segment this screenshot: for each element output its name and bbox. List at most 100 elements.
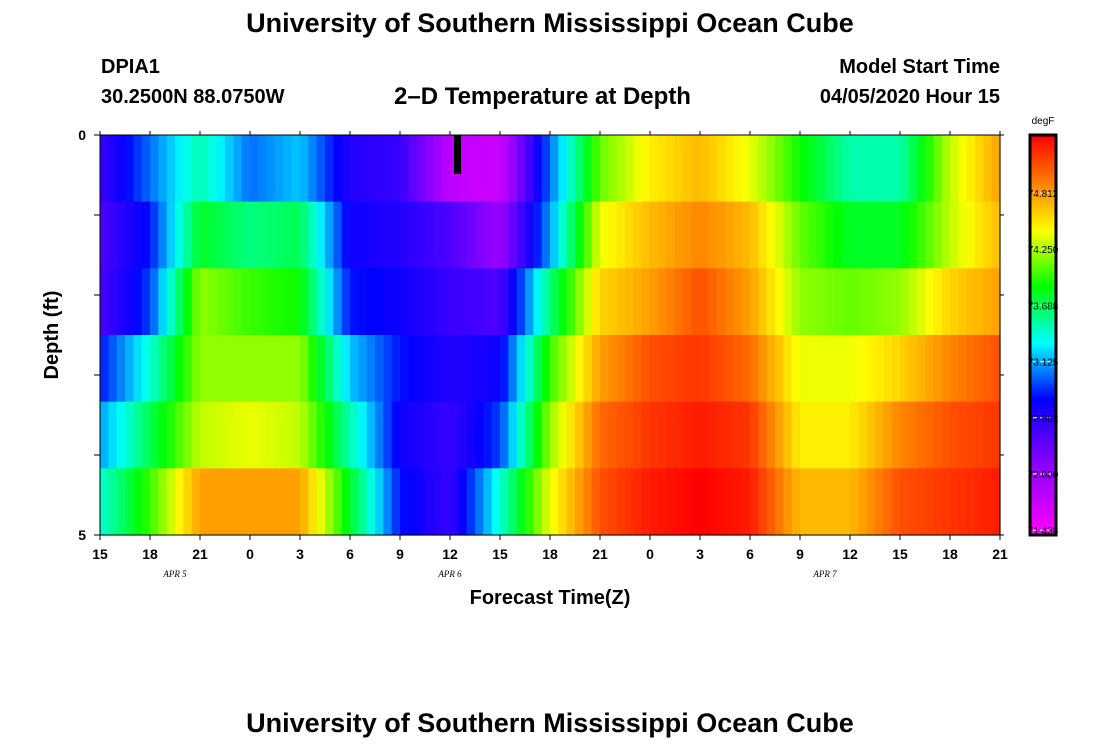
heatmap-cell	[483, 401, 493, 469]
heatmap-cell	[216, 401, 226, 469]
heatmap-cell	[508, 335, 518, 403]
heatmap-cell	[516, 335, 526, 403]
heatmap-cell	[875, 335, 884, 403]
heatmap-cell	[608, 201, 618, 269]
heatmap-cell	[116, 468, 126, 536]
heatmap-cell	[108, 201, 118, 269]
heatmap-cell	[933, 268, 943, 336]
heatmap-cell	[341, 135, 351, 203]
heatmap-cell	[275, 468, 284, 536]
heatmap-cell	[183, 468, 193, 536]
heatmap-cell	[716, 201, 726, 269]
heatmap-cell	[433, 335, 443, 403]
heatmap-cell	[383, 135, 393, 203]
colorbar-tick-label: 72.000	[1028, 470, 1059, 481]
heatmap-cell	[416, 135, 426, 203]
heatmap-cell	[158, 468, 168, 536]
heatmap-cell	[441, 468, 451, 536]
colorbar-tick-label: 73.688	[1028, 301, 1059, 312]
heatmap-cell	[233, 335, 243, 403]
heatmap-cell	[458, 201, 468, 269]
heatmap-cell	[783, 201, 793, 269]
heatmap-cell	[300, 268, 309, 336]
heatmap-cell	[816, 135, 826, 203]
colorbar-bar	[1028, 133, 1058, 537]
heatmap-cell	[966, 201, 976, 269]
heatmap-cell	[650, 268, 659, 336]
heatmap-cell	[575, 135, 584, 203]
heatmap-cell	[191, 135, 201, 203]
heatmap-cell	[566, 468, 576, 536]
chart-title: 2–D Temperature at Depth	[394, 83, 691, 110]
heatmap-cell	[866, 135, 876, 203]
heatmap-cell	[475, 201, 484, 269]
heatmap-cell	[483, 268, 493, 336]
heatmap-cell	[775, 268, 784, 336]
heatmap-cell	[566, 135, 576, 203]
heatmap-cell	[616, 201, 626, 269]
heatmap-cell	[158, 201, 168, 269]
heatmap-cell	[925, 268, 934, 336]
heatmap-cell	[541, 335, 551, 403]
heatmap-cell	[516, 201, 526, 269]
heatmap-cell	[350, 268, 359, 336]
heatmap-cell	[658, 468, 668, 536]
heatmap-cell	[425, 335, 434, 403]
heatmap-cell	[158, 401, 168, 469]
heatmap-cell	[858, 201, 868, 269]
heatmap-cell	[583, 468, 593, 536]
heatmap-cell	[916, 335, 926, 403]
heatmap-cell	[125, 335, 134, 403]
x-tick-label: 21	[192, 546, 208, 562]
heatmap-cell	[358, 401, 368, 469]
heatmap-cell	[758, 468, 768, 536]
heatmap-cell	[966, 268, 976, 336]
heatmap-cell	[400, 335, 409, 403]
heatmap-cell	[883, 268, 893, 336]
heatmap-cell	[141, 268, 151, 336]
heatmap-cell	[541, 201, 551, 269]
heatmap-cell	[491, 401, 501, 469]
heatmap-cell	[783, 135, 793, 203]
heatmap-cell	[975, 335, 984, 403]
heatmap-cell	[616, 135, 626, 203]
heatmap-cell	[550, 268, 559, 336]
heatmap-cell	[475, 401, 484, 469]
heatmap-cell	[466, 468, 476, 536]
heatmap-cell	[541, 468, 551, 536]
heatmap-cell	[700, 468, 709, 536]
heatmap-cell	[516, 268, 526, 336]
heatmap-cell	[416, 201, 426, 269]
heatmap-cell	[525, 268, 534, 336]
heatmap-cell	[641, 335, 651, 403]
heatmap-cell	[583, 268, 593, 336]
heatmap-cell	[366, 268, 376, 336]
heatmap-cell	[733, 201, 743, 269]
heatmap-cell	[333, 201, 343, 269]
heatmap-cell	[516, 468, 526, 536]
heatmap-cell	[900, 468, 909, 536]
heatmap-cell	[433, 135, 443, 203]
heatmap-cell	[508, 401, 518, 469]
heatmap-cell	[841, 335, 851, 403]
heatmap-cell	[616, 468, 626, 536]
heatmap-cell	[608, 268, 618, 336]
heatmap-cell	[991, 335, 1001, 403]
heatmap-cell	[283, 135, 293, 203]
heatmap-cell	[716, 401, 726, 469]
heatmap-cell	[583, 201, 593, 269]
heatmap-cell	[208, 201, 218, 269]
heatmap-cell	[241, 135, 251, 203]
heatmap-cell	[333, 268, 343, 336]
heatmap-cell	[900, 401, 909, 469]
heatmap-cell	[875, 135, 884, 203]
heatmap-cell	[383, 335, 393, 403]
heatmap-cell	[708, 335, 718, 403]
heatmap-cell	[200, 135, 209, 203]
heatmap-cell	[691, 335, 701, 403]
heatmap-cell	[841, 468, 851, 536]
heatmap-cell	[133, 135, 143, 203]
x-tick-label: 3	[296, 546, 304, 562]
heatmap-cell	[183, 401, 193, 469]
heatmap-cell	[133, 335, 143, 403]
